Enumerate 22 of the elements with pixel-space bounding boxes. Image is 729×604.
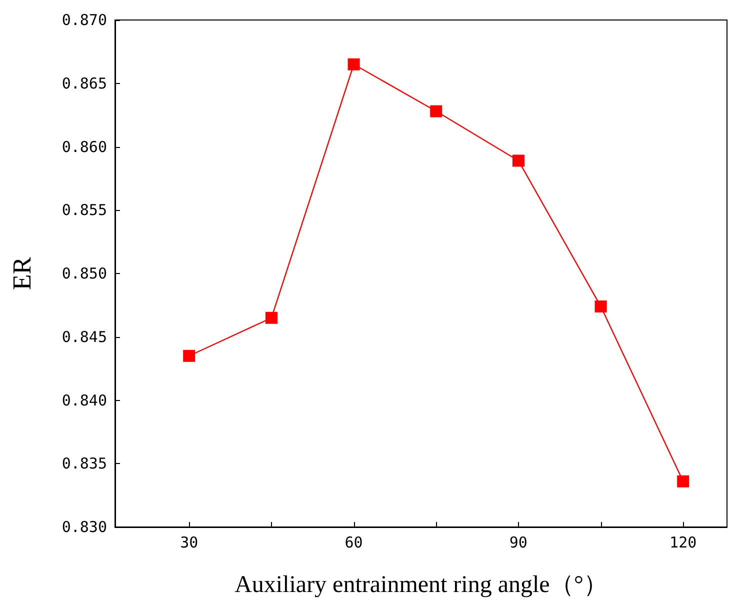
point [512,154,524,167]
y-tick-label: 0.835 [62,454,107,473]
point [594,300,607,312]
y-tick-label: 0.855 [62,201,107,220]
point [430,105,442,118]
y-tick-label: 0.860 [62,138,107,156]
point [348,58,360,70]
x-tick-label: 90 [509,534,528,552]
y-tick-label: 0.870 [62,11,107,29]
x-axis-title: Auxiliary entrainment ring angle（°） [234,572,608,598]
y-tick-label: 0.830 [62,518,107,536]
y-tick-label: 0.845 [62,328,107,346]
x-tick-label: 120 [670,534,697,552]
y-tick-label: 0.850 [62,264,107,282]
point [265,312,278,324]
y-tick-label: 0.840 [62,391,107,410]
x-tick-label: 60 [344,534,363,552]
point [677,475,690,488]
point [183,350,196,362]
y-tick-label: 0.865 [62,74,107,92]
x-tick-label: 30 [180,534,198,552]
y-axis-title: ER [8,256,36,290]
